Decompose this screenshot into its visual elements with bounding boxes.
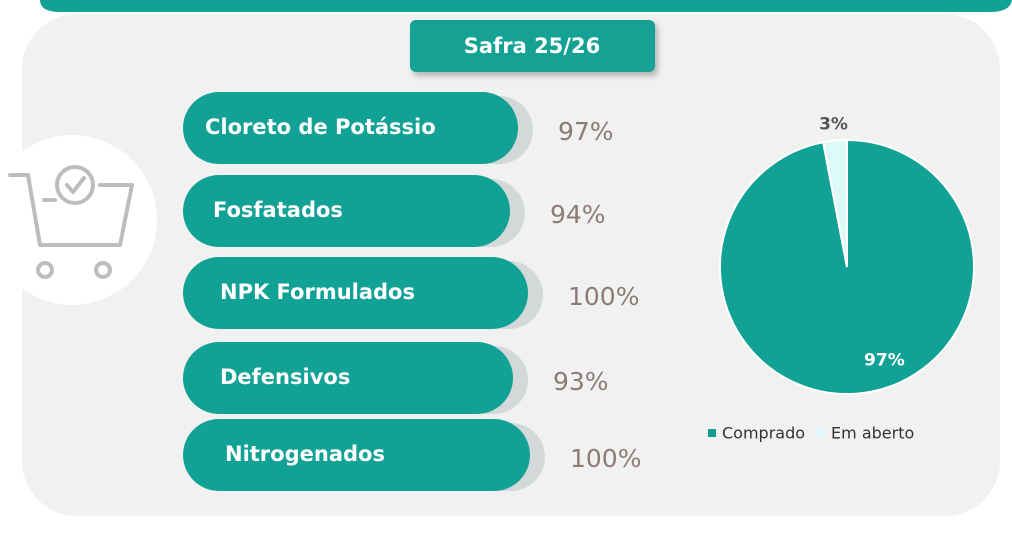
item-label: NPK Formulados xyxy=(220,280,415,304)
icon-circle xyxy=(0,135,157,305)
pill xyxy=(183,419,530,491)
item-percent: 94% xyxy=(550,200,606,229)
item-percent: 93% xyxy=(553,367,609,396)
item-label: Defensivos xyxy=(220,365,350,389)
item-label: Cloreto de Potássio xyxy=(205,115,436,139)
top-bar xyxy=(40,0,1012,12)
item-percent: 100% xyxy=(568,282,639,311)
item-label: Nitrogenados xyxy=(225,442,385,466)
pie-label: 97% xyxy=(864,350,905,370)
legend-label: Em aberto xyxy=(831,424,914,443)
pill xyxy=(183,175,510,247)
legend-swatch xyxy=(817,429,826,437)
pill xyxy=(183,92,518,164)
badge xyxy=(410,20,655,72)
legend-label: Comprado xyxy=(722,424,805,443)
item-percent: 100% xyxy=(570,444,641,473)
pill xyxy=(183,257,528,329)
legend-swatch xyxy=(708,429,716,437)
pill xyxy=(183,342,513,414)
pie-slice xyxy=(822,138,848,268)
badge-text: Safra 25/26 xyxy=(464,34,600,58)
item-percent: 97% xyxy=(558,117,614,146)
pie-label: 3% xyxy=(819,115,848,135)
cart-icon xyxy=(8,165,134,279)
item-label: Fosfatados xyxy=(213,198,343,222)
